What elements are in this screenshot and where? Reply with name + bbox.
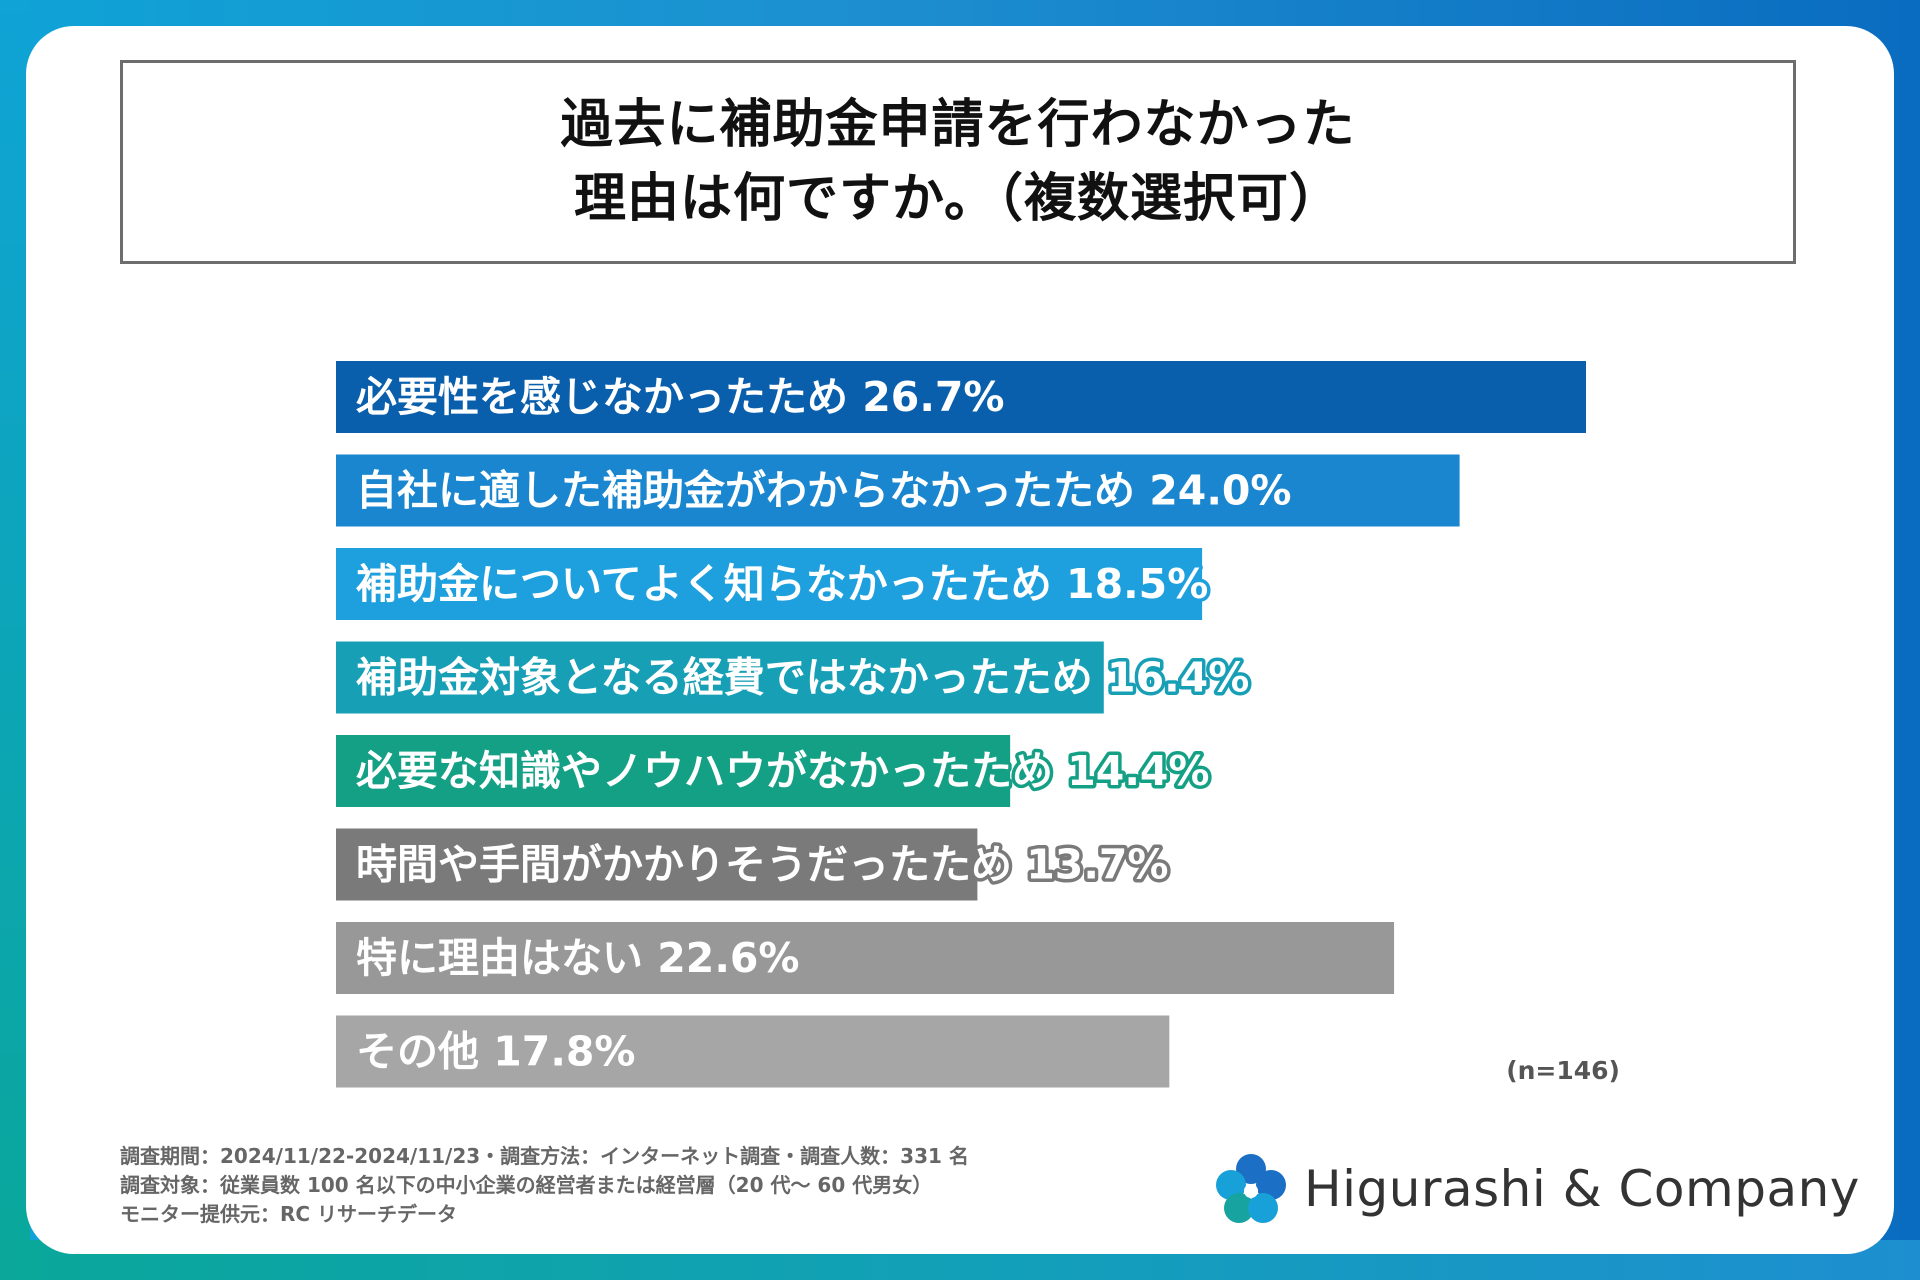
survey-footer: 調査期間：2024/11/22-2024/11/23・調査方法：インターネット調…: [120, 1142, 969, 1229]
title-line-2: 理由は何ですか。（複数選択可）: [574, 169, 1342, 229]
bar-label-6: 時間や手間がかかりそうだったため 13.7%: [356, 841, 1169, 889]
bar-7: [336, 922, 1395, 994]
survey-target-text: 調査対象：従業員数 100 名以下の中小企業の経営者または経営層（20 代～ 6…: [120, 1173, 933, 1197]
bar-2: [336, 454, 1460, 527]
bar-8: [336, 1015, 1170, 1088]
bar-chart: 必要性を感じなかったため 26.7% 自社に適した補助金がわからなかったため 24…: [336, 361, 1586, 1088]
monitor-provider-text: モニター提供元：RC リサーチデータ: [120, 1202, 458, 1226]
infographic-card: 過去に補助金申請を行わなかった 理由は何ですか。（複数選択可） 必要性を感じなか…: [26, 26, 1894, 1254]
bar-6: [336, 828, 978, 901]
survey-period-text: 調査期間：2024/11/22-2024/11/23・調査方法：インターネット調…: [120, 1144, 969, 1168]
bar-label-4: 補助金対象となる経費ではなかったため 16.4%: [356, 654, 1249, 702]
blue-flower-icon: [1216, 1154, 1286, 1223]
bar-label-3: 補助金についてよく知らなかったため 18.5%: [356, 560, 1208, 608]
bar-label-2: 自社に適した補助金がわからなかったため 24.0%: [356, 467, 1292, 515]
sample-size-label: (n=146): [1506, 1056, 1620, 1085]
company-logo-text: Higurashi & Company: [1304, 1160, 1860, 1218]
bar-label-1: 必要性を感じなかったため 26.7%: [356, 373, 1005, 421]
bar-3: [336, 548, 1203, 620]
bar-label-5: 必要な知識やノウハウがなかったため 14.4%: [356, 747, 1210, 795]
bar-1: [336, 361, 1586, 433]
title-line-1: 過去に補助金申請を行わなかった: [560, 95, 1356, 155]
frame-left-gradient: [0, 0, 30, 1280]
company-logo: Higurashi & Company: [1214, 1144, 1860, 1234]
bar-4: [336, 641, 1104, 714]
title-box: 過去に補助金申請を行わなかった 理由は何ですか。（複数選択可）: [120, 60, 1796, 264]
bar-5: [336, 735, 1011, 807]
bar-label-8: その他 17.8%: [356, 1028, 636, 1076]
bar-label-7: 特に理由はない 22.6%: [356, 934, 800, 982]
